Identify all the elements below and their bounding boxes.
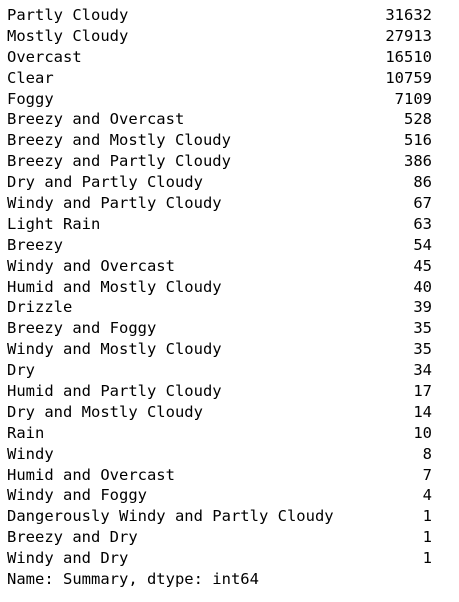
list-item: Clear 10759: [7, 68, 432, 89]
count-value: 31632: [385, 6, 432, 24]
count-value: 10: [413, 423, 432, 442]
value-counts-list: Partly Cloudy 31632 Mostly Cloudy 27913 Over…: [7, 5, 432, 569]
category-label: Clear: [7, 68, 54, 87]
list-item: Humid and Overcast 7: [7, 465, 432, 486]
list-item: Dry and Mostly Cloudy 14: [7, 402, 432, 423]
list-item: Windy and Overcast 45: [7, 256, 432, 277]
list-item: Dangerously Windy and Partly Cloudy 1: [7, 506, 432, 527]
count-value: 1: [422, 507, 432, 526]
list-item: Humid and Mostly Cloudy 40: [7, 277, 432, 298]
list-item: Mostly Cloudy 27913: [7, 26, 432, 47]
list-item: Breezy and Mostly Cloudy 516: [7, 130, 432, 151]
category-label: Foggy: [7, 89, 54, 108]
count-value: 1: [422, 549, 432, 568]
list-item: Light Rain 63: [7, 214, 432, 235]
count-value: 86: [413, 173, 432, 192]
category-label: Windy and Foggy: [7, 486, 147, 505]
count-value: 34: [413, 361, 432, 380]
count-value: 45: [413, 256, 432, 275]
category-label: Humid and Overcast: [7, 465, 175, 484]
count-value: 528: [404, 110, 432, 129]
category-label: Breezy: [7, 235, 63, 254]
list-item: Windy and Foggy 4: [7, 485, 432, 506]
count-value: 8: [422, 444, 432, 463]
count-value: 1: [422, 528, 432, 547]
list-item: Overcast 16510: [7, 47, 432, 68]
count-value: 7: [422, 465, 432, 484]
list-item: Breezy and Overcast 528: [7, 109, 432, 130]
list-item: Dry and Partly Cloudy 86: [7, 172, 432, 193]
category-label: Breezy and Dry: [7, 528, 138, 547]
count-value: 35: [413, 319, 432, 338]
count-value: 7109: [394, 89, 432, 108]
category-label: Mostly Cloudy: [7, 26, 129, 45]
list-item: Humid and Partly Cloudy 17: [7, 381, 432, 402]
count-value: 386: [404, 152, 432, 171]
count-value: 16510: [385, 47, 432, 66]
category-label: Breezy and Mostly Cloudy: [7, 131, 231, 150]
category-label: Dangerously Windy and Partly Cloudy: [7, 507, 334, 526]
list-item: Windy and Mostly Cloudy 35: [7, 339, 432, 360]
category-label: Dry and Partly Cloudy: [7, 173, 203, 192]
list-item: Drizzle 39: [7, 297, 432, 318]
category-label: Breezy and Partly Cloudy: [7, 152, 231, 171]
category-label: Humid and Mostly Cloudy: [7, 277, 222, 296]
count-value: 17: [413, 382, 432, 401]
series-footer: Name: Summary, dtype: int64: [7, 570, 259, 589]
list-item: Windy 8: [7, 444, 432, 465]
category-label: Dry: [7, 361, 35, 380]
count-value: 54: [413, 235, 432, 254]
count-value: 4: [422, 486, 432, 505]
count-value: 63: [413, 214, 432, 233]
list-item: Rain 10: [7, 423, 432, 444]
category-label: Windy and Mostly Cloudy: [7, 340, 222, 359]
category-label: Windy: [7, 444, 54, 463]
count-value: 14: [413, 402, 432, 421]
category-label: Rain: [7, 423, 45, 442]
list-item: Breezy and Foggy 35: [7, 318, 432, 339]
list-item: Partly Cloudy 31632: [7, 5, 432, 26]
list-item: Breezy and Partly Cloudy 386: [7, 151, 432, 172]
count-value: 27913: [385, 26, 432, 45]
count-value: 39: [413, 298, 432, 317]
list-item: Breezy and Dry 1: [7, 527, 432, 548]
category-label: Drizzle: [7, 298, 73, 317]
category-label: Breezy and Overcast: [7, 110, 185, 129]
count-value: 67: [413, 194, 432, 213]
list-item: Breezy 54: [7, 235, 432, 256]
list-item: Windy and Dry 1: [7, 548, 432, 569]
category-label: Windy and Overcast: [7, 256, 175, 275]
category-label: Windy and Partly Cloudy: [7, 194, 222, 213]
category-label: Partly Cloudy: [7, 6, 129, 24]
category-label: Humid and Partly Cloudy: [7, 382, 222, 401]
list-item: Windy and Partly Cloudy 67: [7, 193, 432, 214]
list-item: Dry 34: [7, 360, 432, 381]
count-value: 40: [413, 277, 432, 296]
category-label: Light Rain: [7, 214, 101, 233]
count-value: 10759: [385, 68, 432, 87]
series-output: Partly Cloudy 31632 Mostly Cloudy 27913 Over…: [7, 5, 432, 590]
category-label: Overcast: [7, 47, 82, 66]
category-label: Windy and Dry: [7, 549, 129, 568]
category-label: Breezy and Foggy: [7, 319, 157, 338]
list-item: Foggy 7109: [7, 89, 432, 110]
count-value: 35: [413, 340, 432, 359]
count-value: 516: [404, 131, 432, 150]
category-label: Dry and Mostly Cloudy: [7, 402, 203, 421]
